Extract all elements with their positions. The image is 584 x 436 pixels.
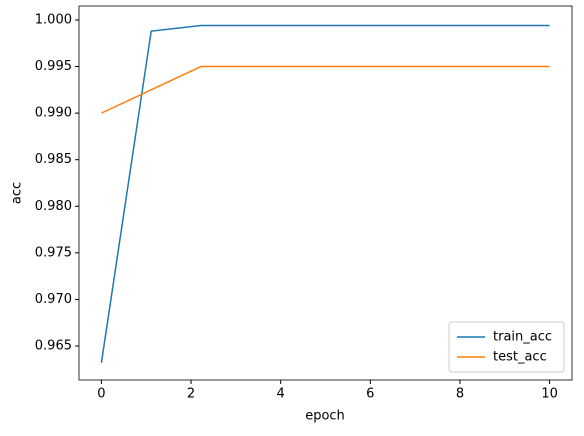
x-tick-label: 6: [366, 387, 374, 402]
legend-label: train_acc: [493, 330, 552, 345]
y-tick-label: 0.970: [35, 292, 72, 307]
y-tick-label: 0.995: [35, 59, 72, 74]
line-series: [100, 24, 550, 363]
x-tick-label: 0: [97, 387, 105, 402]
y-tick-label: 0.980: [35, 199, 72, 214]
plot-frame: [78, 5, 573, 381]
x-tick-label: 10: [541, 387, 558, 402]
y-axis-label: acc: [10, 182, 25, 204]
y-tick-label: 0.985: [35, 152, 72, 167]
x-axis-label: epoch: [305, 409, 345, 424]
y-tick-label: 1.000: [35, 12, 72, 27]
x-tick-label: 2: [187, 387, 195, 402]
x-tick-label: 8: [456, 387, 464, 402]
y-tick-label: 0.965: [35, 339, 72, 354]
y-tick-label: 0.990: [35, 106, 72, 121]
y-tick-label: 0.975: [35, 245, 72, 260]
legend-label: test_acc: [493, 350, 547, 365]
x-tick-label: 4: [277, 387, 285, 402]
legend-box: [448, 321, 565, 373]
line-series: [101, 65, 550, 114]
